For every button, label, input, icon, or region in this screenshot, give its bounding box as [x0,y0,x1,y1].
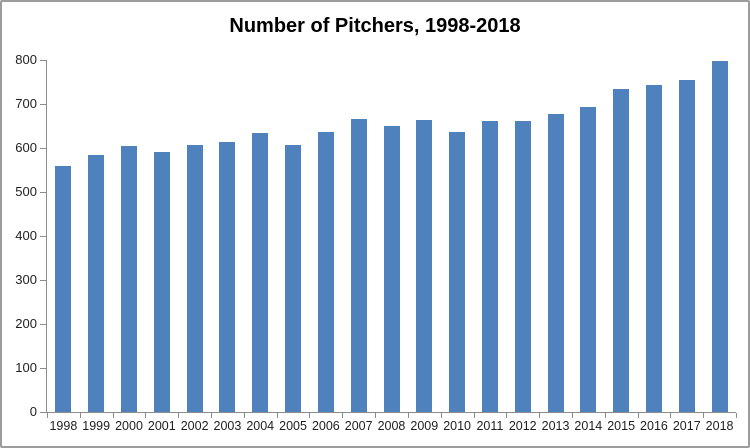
bar-2010 [449,132,466,412]
x-tick-mark [506,413,508,418]
x-tick-label: 2017 [672,419,701,433]
x-tick-label: 2018 [705,419,734,433]
x-tick-label: 2009 [410,419,439,433]
x-tick-label: 1999 [82,419,111,433]
bar-1999 [88,155,105,412]
y-tick-label: 0 [29,404,37,419]
x-tick-mark [703,413,705,418]
bar-2000 [121,146,138,412]
y-tick-label: 800 [15,52,37,67]
x-tick-mark [736,413,737,418]
bar-2007 [350,119,367,412]
y-tick-label: 100 [15,360,37,375]
x-tick-mark [178,413,180,418]
y-tick-label: 200 [15,316,37,331]
bar-2005 [285,145,302,412]
bar-2009 [416,120,433,412]
x-tick-mark [309,413,311,418]
y-tick-mark [40,103,46,105]
y-tick-label: 500 [15,184,37,199]
x-tick-label: 2002 [180,419,209,433]
x-tick-label: 2001 [147,419,176,433]
bar-2006 [317,132,334,412]
bar-2018 [711,61,728,412]
x-tick-mark [407,413,409,418]
x-tick-mark [604,413,606,418]
bar-2015 [613,89,630,412]
x-tick-mark [440,413,442,418]
bar-2016 [645,85,662,412]
x-tick-mark [112,413,114,418]
x-tick-label: 2013 [541,419,570,433]
y-tick-mark [40,279,46,281]
bar-2003 [219,142,236,412]
x-tick-mark [276,413,278,418]
bar-1998 [55,166,72,412]
x-tick-mark [211,413,213,418]
x-tick-mark [145,413,147,418]
plot-area: 0 100 200 300 400 500 600 700 800 1998 1999 2000 200… [15,53,737,433]
x-tick-label: 2011 [476,419,504,433]
x-tick-mark [637,413,639,418]
x-tick-label: 2016 [640,419,668,433]
x-tick-mark [375,413,377,418]
x-tick-mark [342,413,344,418]
y-tick-mark [40,323,46,325]
x-tick-label: 2006 [311,419,340,433]
x-tick-label: 2015 [607,419,636,433]
x-tick-label: 1998 [49,419,78,433]
y-tick-label: 700 [15,96,37,111]
chart-title: Number of Pitchers, 1998-2018 [229,15,521,37]
x-tick-label: 2000 [115,419,143,433]
x-tick-label: 2012 [508,419,537,433]
y-tick-mark [40,235,46,237]
x-tick-label: 2010 [443,419,471,433]
y-tick-label: 600 [15,140,37,155]
x-tick-mark [571,413,573,418]
x-tick-label: 2007 [344,419,373,433]
bar-2002 [186,145,203,412]
y-tick-mark [40,191,46,193]
x-tick-mark [47,413,48,418]
x-tick-label: 2004 [246,419,275,433]
x-tick-mark [243,413,245,418]
bar-2001 [153,152,170,412]
bar-2004 [252,133,269,412]
x-tick-label: 2014 [574,419,603,433]
x-tick-mark [539,413,541,418]
y-tick-mark [40,147,46,149]
bar-2012 [514,121,531,412]
y-tick-mark [40,59,46,61]
y-tick-label: 400 [15,228,37,243]
x-tick-mark [473,413,475,418]
x-tick-label: 2008 [377,419,406,433]
bar-2017 [678,80,695,412]
y-tick-mark [40,367,46,369]
bar-2013 [547,114,564,412]
x-tick-mark [79,413,81,418]
x-tick-mark [670,413,672,418]
y-tick-mark [40,411,46,413]
bar-2014 [580,107,597,412]
x-tick-label: 2005 [279,419,307,433]
y-tick-label: 300 [15,272,37,287]
bar-2008 [383,126,400,412]
bar-2011 [481,121,498,412]
x-tick-label: 2003 [213,419,242,433]
